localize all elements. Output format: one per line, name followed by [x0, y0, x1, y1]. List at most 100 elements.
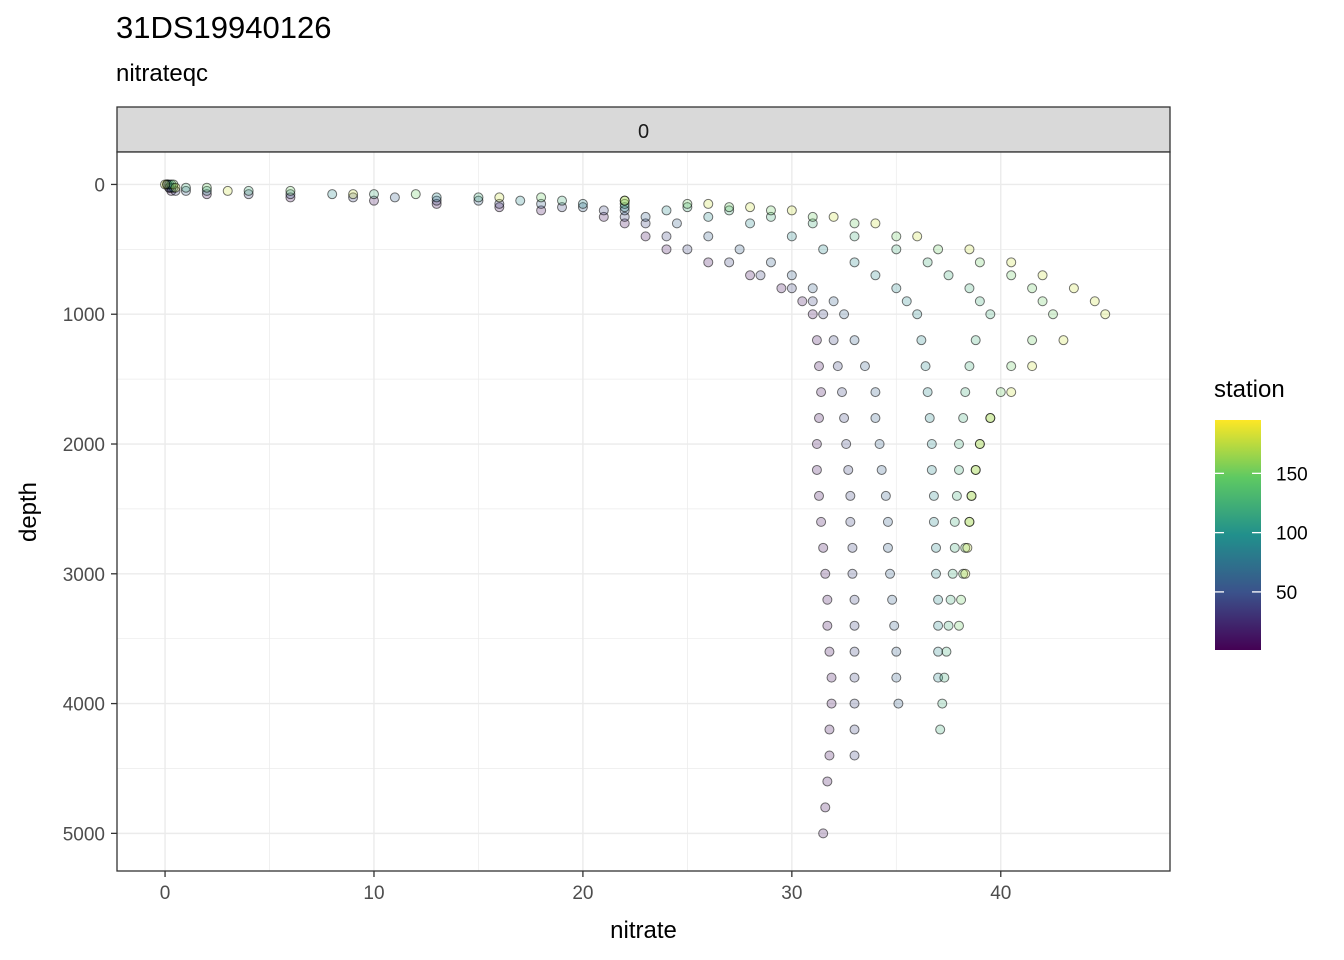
- data-point: [931, 568, 941, 579]
- facet-label: 0: [638, 121, 649, 143]
- data-point: [891, 244, 902, 255]
- y-tick-label: 2000: [63, 435, 105, 456]
- data-point: [885, 568, 896, 579]
- data-point: [577, 202, 588, 213]
- data-point: [640, 231, 651, 242]
- data-point: [1027, 283, 1038, 294]
- data-point: [776, 283, 787, 294]
- data-point: [849, 646, 860, 657]
- data-point: [170, 182, 181, 193]
- data-point: [912, 309, 923, 320]
- y-tick-label: 1000: [63, 305, 105, 326]
- data-points: [160, 179, 1111, 839]
- data-point: [1006, 257, 1017, 268]
- data-point: [924, 413, 935, 424]
- data-point: [964, 516, 975, 527]
- data-point: [201, 182, 212, 193]
- data-point: [849, 672, 860, 683]
- data-point: [974, 439, 985, 450]
- data-point: [410, 189, 421, 200]
- colorbar: [1215, 420, 1261, 650]
- data-point: [619, 195, 630, 206]
- data-point: [536, 192, 547, 203]
- data-point: [859, 361, 870, 372]
- data-point: [786, 205, 797, 216]
- data-point: [824, 646, 835, 657]
- x-tick-label: 40: [990, 883, 1011, 904]
- data-point: [820, 802, 831, 813]
- data-point: [960, 387, 971, 398]
- data-point: [964, 283, 975, 294]
- data-point: [849, 698, 860, 709]
- data-point: [822, 776, 833, 787]
- grid-lines: [117, 152, 1170, 871]
- data-point: [755, 270, 766, 281]
- data-point: [816, 516, 827, 527]
- data-point: [891, 646, 902, 657]
- data-point: [619, 198, 630, 209]
- colorbar-tick-label: 50: [1276, 583, 1297, 604]
- data-point: [849, 724, 860, 735]
- data-point: [473, 192, 484, 203]
- data-point: [985, 309, 996, 320]
- data-point: [807, 296, 818, 307]
- data-point: [893, 698, 904, 709]
- data-point: [1037, 296, 1048, 307]
- data-point: [960, 568, 971, 579]
- data-point: [874, 439, 885, 450]
- axes: 0 10 20 30 40 0 1000 2000 3000 4000 5000: [63, 175, 1012, 904]
- data-point: [870, 413, 881, 424]
- data-point: [1089, 296, 1100, 307]
- data-point: [882, 542, 893, 553]
- data-point: [1037, 270, 1048, 281]
- data-point: [939, 672, 950, 683]
- data-point: [849, 335, 860, 346]
- x-tick-label: 10: [363, 883, 384, 904]
- data-point: [515, 195, 526, 206]
- data-point: [847, 542, 858, 553]
- data-point: [389, 192, 400, 203]
- data-point: [201, 185, 212, 196]
- data-point: [724, 205, 735, 216]
- data-point: [431, 192, 442, 203]
- data-point: [926, 439, 937, 450]
- data-point: [931, 542, 941, 553]
- data-point: [816, 387, 827, 398]
- data-point: [327, 189, 338, 200]
- data-point: [953, 439, 964, 450]
- x-tick-label: 30: [781, 883, 802, 904]
- data-point: [822, 594, 833, 605]
- data-point: [891, 283, 902, 294]
- data-point: [836, 387, 847, 398]
- data-point: [661, 205, 672, 216]
- data-point: [745, 270, 756, 281]
- data-point: [953, 464, 964, 475]
- data-point: [703, 257, 714, 268]
- data-point: [949, 542, 960, 553]
- plot-panel: [117, 152, 1170, 871]
- data-point: [160, 179, 171, 190]
- data-point: [682, 244, 693, 255]
- data-point: [962, 542, 973, 553]
- data-point: [368, 189, 379, 200]
- chart-subtitle: nitrateqc: [116, 60, 209, 87]
- data-point: [818, 244, 829, 255]
- data-point: [935, 724, 946, 735]
- data-point: [703, 211, 714, 222]
- data-point: [882, 516, 893, 527]
- data-point: [870, 387, 881, 398]
- data-point: [889, 620, 900, 631]
- data-point: [724, 202, 735, 213]
- data-point: [1100, 309, 1111, 320]
- data-point: [826, 698, 837, 709]
- data-point: [807, 211, 818, 222]
- data-point: [682, 202, 693, 213]
- data-point: [933, 594, 944, 605]
- data-point: [876, 464, 887, 475]
- data-point: [964, 244, 975, 255]
- y-tick-label: 0: [94, 175, 105, 196]
- data-point: [1006, 387, 1017, 398]
- data-point: [839, 309, 850, 320]
- data-point: [974, 257, 985, 268]
- data-point: [843, 464, 854, 475]
